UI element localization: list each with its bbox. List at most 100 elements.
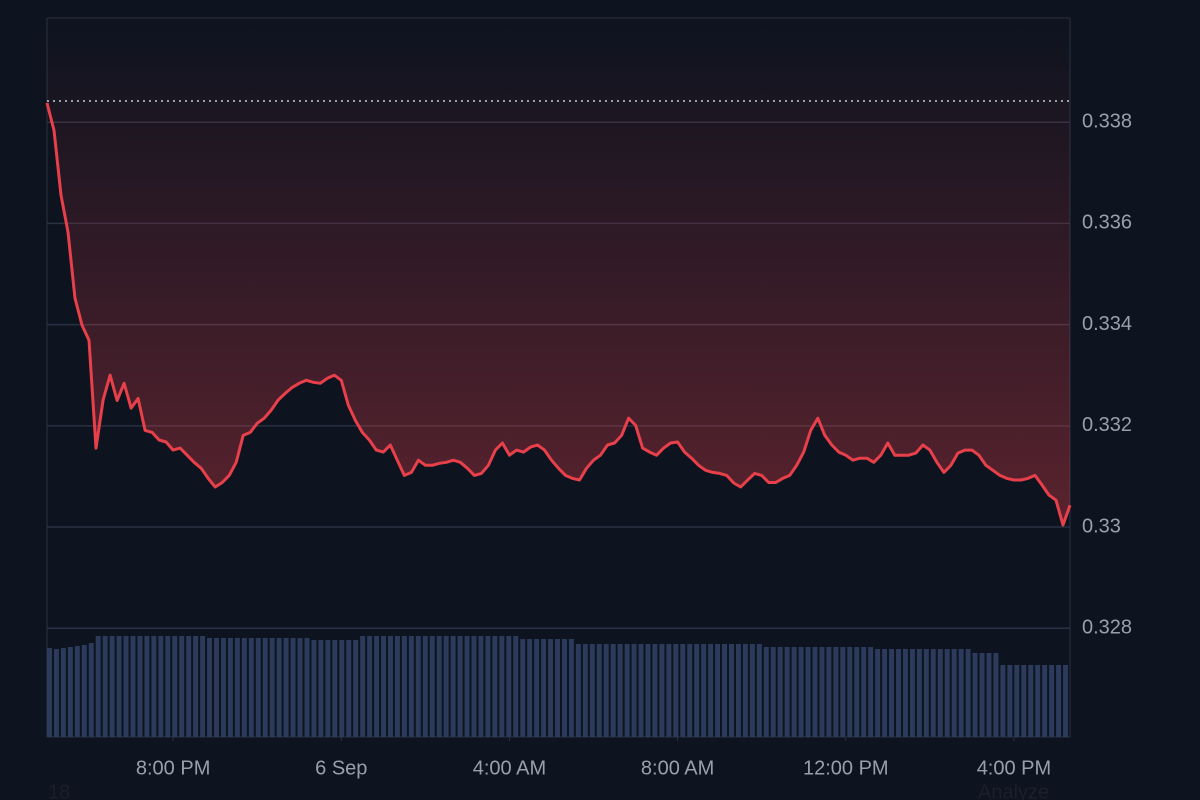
volume-bar xyxy=(457,636,463,737)
volume-bar xyxy=(735,644,741,737)
volume-bar xyxy=(1042,665,1048,737)
volume-bar xyxy=(81,645,87,737)
volume-bar xyxy=(241,638,247,737)
volume-bar xyxy=(861,647,867,737)
volume-bar xyxy=(290,638,296,737)
volume-bar xyxy=(88,643,94,737)
volume-bar xyxy=(492,636,498,737)
volume-bar xyxy=(986,653,992,737)
volume-bar xyxy=(144,636,150,737)
x-tick-label: 8:00 AM xyxy=(641,757,714,779)
volume-bar xyxy=(589,644,595,737)
y-tick-label: 0.338 xyxy=(1082,111,1132,133)
volume-bar xyxy=(325,640,331,737)
volume-bar xyxy=(262,638,268,737)
volume-bar xyxy=(673,644,679,737)
volume-bar xyxy=(353,640,359,737)
volume-bar xyxy=(248,638,254,737)
volume-bar xyxy=(172,636,178,737)
volume-bar xyxy=(158,636,164,737)
volume-bar xyxy=(798,647,804,737)
volume-bar xyxy=(638,644,644,737)
volume-bar xyxy=(889,649,895,737)
volume-bar xyxy=(541,639,547,737)
volume-bar xyxy=(784,647,790,737)
volume-bar xyxy=(722,644,727,737)
volume-bar xyxy=(74,646,80,737)
volume-bar xyxy=(652,644,658,737)
volume-bar xyxy=(47,648,52,737)
volume-bar xyxy=(318,640,324,737)
volume-bar xyxy=(909,649,915,737)
volume-bar xyxy=(388,636,393,737)
volume-bar xyxy=(791,647,797,737)
volume-bar xyxy=(756,644,762,737)
volume-bar xyxy=(923,649,929,737)
volume-bar xyxy=(847,647,853,737)
volume-bar xyxy=(610,644,616,737)
volume-bar xyxy=(151,636,157,737)
volume-bar xyxy=(499,636,505,737)
volume-bar xyxy=(186,636,192,737)
volume-bar xyxy=(527,639,533,737)
volume-bar xyxy=(902,649,908,737)
volume-bar xyxy=(882,649,888,737)
y-tick-label: 0.334 xyxy=(1082,313,1132,335)
volume-bar xyxy=(715,644,721,737)
volume-bar xyxy=(930,649,936,737)
volume-bar xyxy=(360,636,366,737)
volume-bar xyxy=(60,648,66,737)
volume-bar xyxy=(854,647,860,737)
volume-bar xyxy=(269,638,275,737)
volume-bar xyxy=(617,644,623,737)
volume-bar xyxy=(415,636,421,737)
volume-bar xyxy=(896,649,901,737)
volume-bar xyxy=(875,649,881,737)
volume-bar xyxy=(67,647,73,737)
volume-bar xyxy=(367,636,373,737)
volume-bar xyxy=(833,647,839,737)
volume-bar xyxy=(165,636,171,737)
volume-bar xyxy=(749,644,755,737)
volume-bar xyxy=(548,639,554,737)
volume-bar xyxy=(840,647,846,737)
volume-bar xyxy=(102,636,108,737)
volume-bar xyxy=(659,644,665,737)
volume-bar xyxy=(596,644,602,737)
volume-bar xyxy=(965,649,971,737)
volume-bar xyxy=(868,647,874,737)
volume-bar xyxy=(951,649,957,737)
volume-bar xyxy=(666,644,672,737)
volume-bar xyxy=(429,636,435,737)
price-area xyxy=(47,18,1070,525)
volume-bar xyxy=(109,636,115,737)
volume-bar xyxy=(1056,665,1062,737)
volume-bar xyxy=(937,649,943,737)
price-line xyxy=(45,102,1072,527)
y-tick-label: 0.332 xyxy=(1082,414,1132,436)
volume-bar xyxy=(763,647,769,737)
volume-bar xyxy=(708,644,714,737)
x-tick-label: 6 Sep xyxy=(315,757,367,779)
volume-bar xyxy=(812,647,818,737)
volume-bar xyxy=(304,638,310,737)
volume-bar xyxy=(408,636,414,737)
volume-bar xyxy=(520,639,526,737)
volume-bar xyxy=(513,636,519,737)
volume-bar xyxy=(770,647,776,737)
volume-bar xyxy=(1035,665,1041,737)
volume-bar xyxy=(332,640,338,737)
volume-bar xyxy=(575,644,581,737)
volume-bar xyxy=(450,636,456,737)
volume-bar xyxy=(582,644,588,737)
x-tick-label: 4:00 AM xyxy=(473,757,546,779)
volume-bar xyxy=(944,649,950,737)
volume-bar xyxy=(1014,665,1020,737)
volume-bar xyxy=(297,638,303,737)
volume-bar xyxy=(826,647,832,737)
footer-right[interactable]: Analyze xyxy=(978,781,1049,800)
volume-bar xyxy=(1000,665,1006,737)
volume-bar xyxy=(311,640,317,737)
x-tick-label: 12:00 PM xyxy=(803,757,889,779)
